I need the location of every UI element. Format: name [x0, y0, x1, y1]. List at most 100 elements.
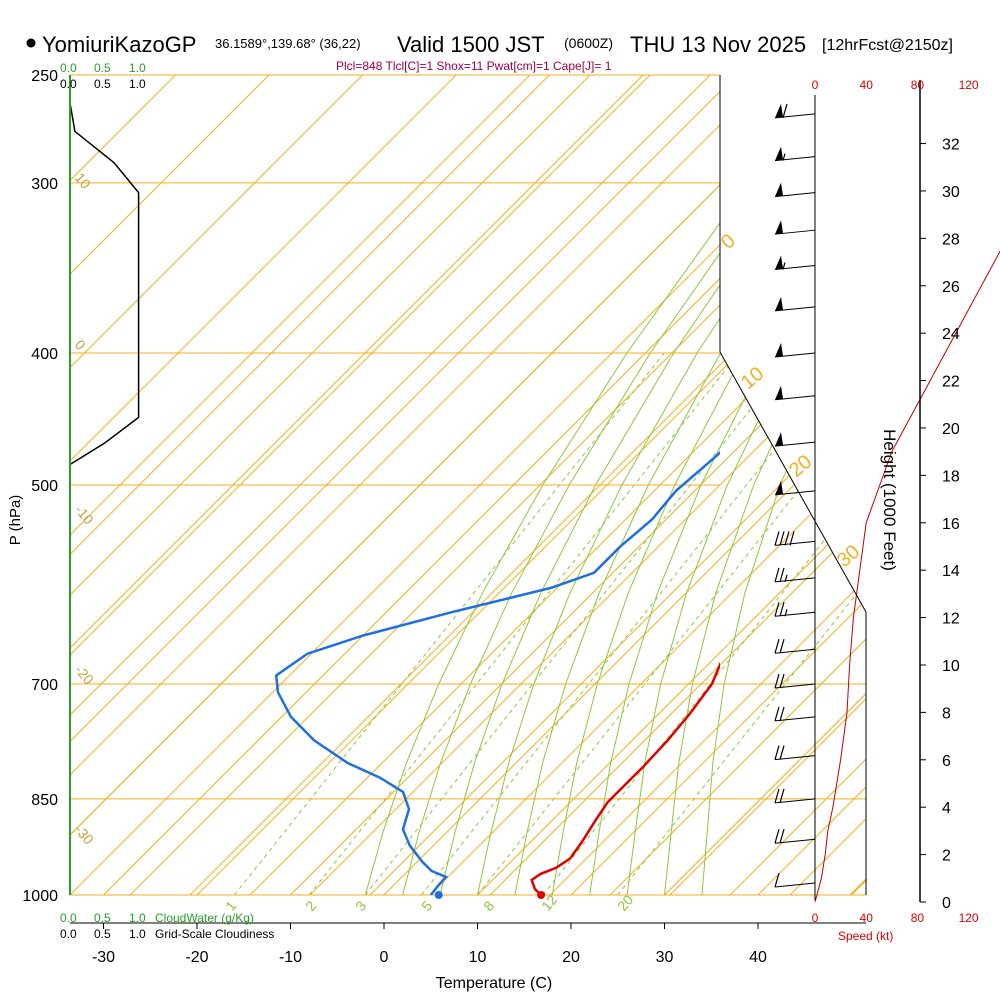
x-tick-label: 20	[562, 949, 580, 966]
wind-barb-staff	[774, 683, 816, 689]
wind-barb-full	[782, 103, 788, 119]
wind-barb-full	[774, 602, 780, 617]
wind-barb-full	[779, 567, 785, 583]
x-tick-label: 10	[469, 949, 487, 966]
height-tick-label: 2	[942, 848, 951, 865]
wind-barb-full	[779, 531, 785, 546]
wind-speed-profile	[814, 250, 1000, 903]
mixing-ratio-label: 8	[480, 898, 497, 914]
p-label-700: 700	[31, 677, 58, 694]
station-marker-icon	[26, 38, 36, 48]
x-tick-label: 40	[749, 949, 767, 966]
wind-barb-flag	[775, 296, 783, 311]
wind-barb-full	[774, 673, 780, 689]
wind-barb-staff	[774, 540, 816, 546]
cloud-water-label: CloudWater (g/Kg)	[155, 911, 254, 925]
x-axis-title: Temperature (C)	[436, 975, 552, 992]
p-label-250: 250	[31, 68, 58, 85]
wind-barb	[774, 531, 816, 546]
speed-tick-top: 80	[911, 78, 925, 92]
moist-adiabat-label: 30	[833, 541, 864, 572]
p-label-400: 400	[31, 346, 58, 363]
forecast-info: [12hrFcst@2150z]	[822, 37, 953, 54]
wind-barb	[774, 567, 816, 583]
x-tick-label: -30	[92, 949, 115, 966]
wind-barb-full	[779, 745, 785, 760]
cloud-scale-bottom-black-2: 1.0	[129, 927, 146, 941]
speed-tick-bottom: 120	[959, 911, 979, 925]
wind-barb-staff	[774, 882, 816, 888]
cloud-scale-top-black-0: 0.0	[60, 77, 77, 91]
wind-barb	[774, 745, 816, 761]
axis-layer: -30 -20 -10 0 10 20 30 402503004005007008501000…	[22, 68, 979, 966]
isotherm-label: -30	[72, 822, 97, 848]
wind-barb-flag	[775, 220, 783, 235]
cloud-scale-bottom-black-1: 0.5	[94, 927, 111, 941]
wind-barb-full	[774, 706, 780, 722]
wind-barb-flag	[775, 103, 783, 118]
moist-adiabat	[701, 75, 866, 895]
station-coords: 36.1589°,139.68° (36,22)	[215, 36, 361, 51]
speed-tick-top: 40	[860, 78, 874, 92]
wind-barb	[774, 480, 816, 496]
wind-barb-full	[779, 788, 785, 804]
speed-tick-bottom: 80	[911, 911, 925, 925]
mixing-ratio-line	[421, 352, 852, 895]
wind-barb	[774, 343, 816, 358]
valid-zulu: (0600Z)	[564, 35, 613, 51]
cloud-scale-top-green-1: 0.5	[94, 61, 111, 75]
wind-barb-staff	[774, 611, 816, 617]
wind-barb-full	[779, 673, 785, 689]
dry-adiabat	[489, 75, 866, 895]
wind-barb	[774, 639, 816, 654]
height-tick-label: 6	[942, 753, 951, 770]
surface-dewpoint-point	[434, 891, 443, 899]
height-tick-label: 22	[942, 374, 960, 391]
mixing-ratio-line	[542, 352, 866, 895]
wind-barb-full	[779, 829, 785, 844]
wind-barb-full	[774, 872, 780, 888]
wind-barb-full	[774, 639, 780, 654]
wind-barb	[774, 829, 816, 844]
height-axis-title: Height (1000 Feet)	[880, 429, 899, 571]
x-tick-label: -20	[185, 949, 208, 966]
wind-barb-flag	[775, 480, 783, 495]
wind-barb-half	[784, 609, 788, 617]
wind-barb-full	[774, 531, 780, 546]
x-tick-label: 30	[656, 949, 674, 966]
wind-barb-flag	[775, 432, 783, 447]
wind-barb-half	[784, 574, 788, 583]
isotherm-label: -10	[72, 502, 97, 528]
wind-barb-staff	[774, 577, 816, 583]
wind-barb-full	[779, 602, 785, 617]
p-label-850: 850	[31, 792, 58, 809]
wind-barb-full	[779, 639, 785, 654]
right-border-diagonal	[719, 351, 867, 613]
mixing-ratio-line	[617, 352, 866, 895]
dry-adiabat	[609, 75, 866, 895]
wind-barb-half	[782, 262, 786, 270]
isotherm-0	[383, 75, 866, 895]
cloud-profile-line	[69, 102, 140, 466]
wind-barb-staff	[774, 716, 816, 722]
wind-barb	[774, 602, 816, 617]
wind-barb-staff	[774, 229, 816, 235]
valid-time: Valid 1500 JST	[397, 32, 545, 57]
wind-barb	[774, 706, 816, 722]
cloud-scale-bottom-green-0: 0.0	[60, 911, 77, 925]
wind-barb-staff	[774, 755, 816, 761]
wind-barb	[774, 146, 816, 162]
wind-barb	[774, 432, 816, 447]
speed-tick-bottom: 0	[812, 911, 819, 925]
cloud-scale-top-black-1: 0.5	[94, 77, 111, 91]
wind-barb	[774, 182, 816, 198]
isotherm--100	[70, 75, 270, 895]
wind-barb-full	[774, 829, 780, 844]
cloud-scale-bottom-green-2: 1.0	[129, 911, 146, 925]
speed-tick-top: 120	[959, 78, 979, 92]
wind-barb	[774, 872, 816, 888]
wind-barb-flag	[775, 146, 783, 161]
isotherm-30	[664, 75, 866, 895]
background-lines	[70, 74, 866, 896]
